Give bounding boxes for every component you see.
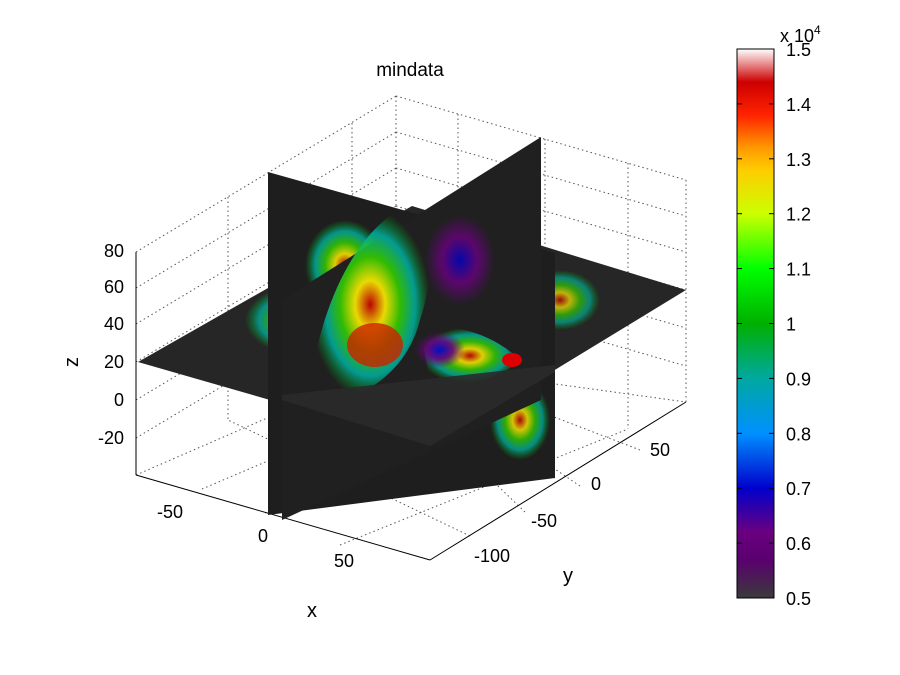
z-tick-label: 40 xyxy=(104,314,124,334)
y-tick-label: -50 xyxy=(531,511,557,531)
z-tick-label: 20 xyxy=(104,352,124,372)
x-axis: -50 0 50 x xyxy=(157,502,354,622)
colorbar-tick-label: 0.8 xyxy=(786,424,811,444)
z-axis-label: z xyxy=(61,357,83,367)
colorbar-gradient xyxy=(736,48,775,599)
colorbar-tick-label: 1.2 xyxy=(786,205,811,225)
z-axis: -20 0 20 40 60 80 z xyxy=(61,241,124,448)
slice-planes xyxy=(138,137,686,520)
y-tick-label: -100 xyxy=(474,546,510,566)
z-tick-label: -20 xyxy=(98,428,124,448)
x-tick-label: 50 xyxy=(334,551,354,571)
y-tick-label: 0 xyxy=(591,474,601,494)
x-tick-label: -50 xyxy=(157,502,183,522)
y-tick-label: 50 xyxy=(650,440,670,460)
colorbar-tick-label: 1.4 xyxy=(786,95,811,115)
colorbar-tick-label: 0.6 xyxy=(786,534,811,554)
z-tick-label: 60 xyxy=(104,277,124,297)
colorbar-tick-label: 0.5 xyxy=(786,589,811,609)
z-tick-label: 0 xyxy=(114,390,124,410)
colorbar-tick-label: 0.7 xyxy=(786,479,811,499)
x-tick-label: 0 xyxy=(258,526,268,546)
colorbar: x 104 0.5 0.6 0.7 0.8 0.9 1 1.1 1.2 1.3 1.4 1.5 xyxy=(736,23,821,609)
colorbar-tick-label: 0.9 xyxy=(786,369,811,389)
colorbar-ticks: 0.5 0.6 0.7 0.8 0.9 1 1.1 1.2 1.3 1.4 1.5 xyxy=(737,40,811,609)
z-tick-label: 80 xyxy=(104,241,124,261)
x-axis-label: x xyxy=(307,600,317,622)
y-axis-label: y xyxy=(563,565,573,587)
colorbar-tick-label: 1.1 xyxy=(786,260,811,280)
colorbar-tick-label: 1.5 xyxy=(786,40,811,60)
chart-title: mindata xyxy=(376,60,444,81)
colorbar-tick-label: 1 xyxy=(786,315,796,335)
colorbar-tick-label: 1.3 xyxy=(786,150,811,170)
colorbar-exponent: x 104 xyxy=(780,23,821,46)
y-axis: -100 -50 0 50 y xyxy=(474,440,670,587)
